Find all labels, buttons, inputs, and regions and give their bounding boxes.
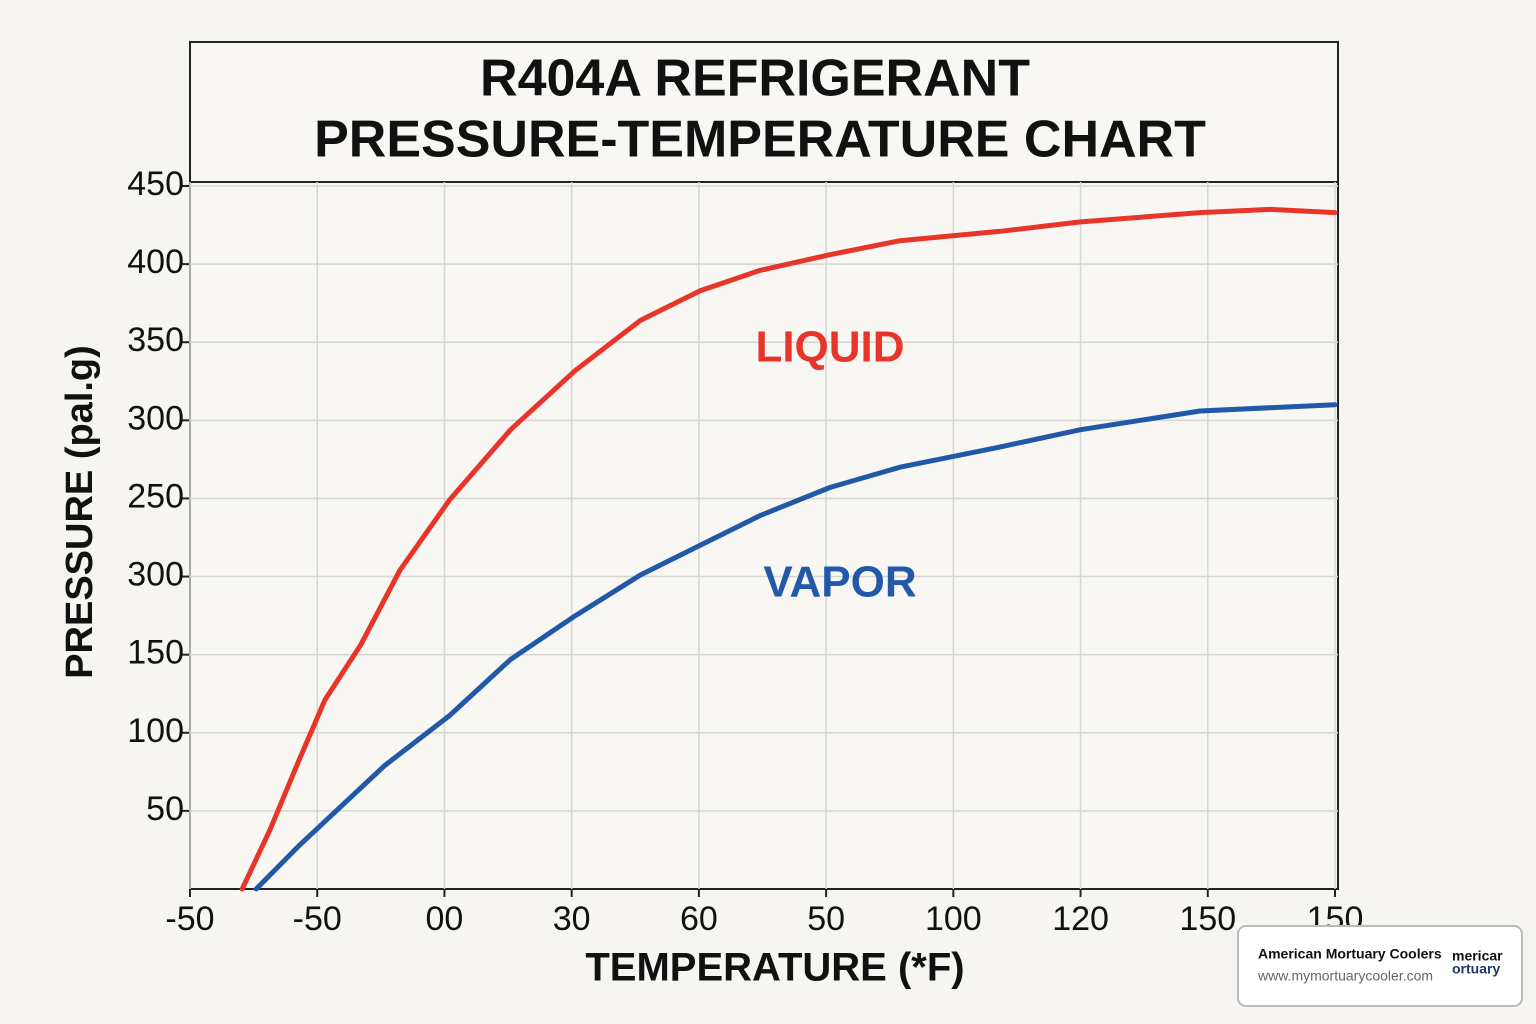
series-label: VAPOR bbox=[763, 558, 916, 607]
y-tick-label: 100 bbox=[127, 712, 184, 750]
watermark-logo: ortuary bbox=[1452, 961, 1500, 977]
chart-title: PRESSURE-TEMPERATURE CHART bbox=[314, 111, 1206, 169]
x-tick-label: 50 bbox=[807, 900, 845, 938]
y-tick-label: 250 bbox=[127, 477, 184, 515]
watermark-url: www.mymortuarycooler.com bbox=[1257, 968, 1433, 984]
y-tick-label: 300 bbox=[127, 556, 184, 594]
x-tick-label: 60 bbox=[680, 900, 718, 938]
x-tick-label: 120 bbox=[1052, 900, 1109, 938]
y-tick-label: 450 bbox=[127, 165, 184, 203]
series-line bbox=[253, 402, 1338, 892]
x-tick-label: 00 bbox=[426, 900, 464, 938]
watermark-logo: mericar bbox=[1452, 948, 1503, 964]
y-tick-label: 50 bbox=[146, 790, 184, 828]
y-tick-label: 350 bbox=[127, 321, 184, 359]
x-tick-label: 150 bbox=[1179, 900, 1236, 938]
y-tick-label: 400 bbox=[127, 243, 184, 281]
series-line bbox=[239, 206, 1338, 892]
watermark-box bbox=[1237, 925, 1523, 1007]
y-tick-label: 150 bbox=[127, 634, 184, 672]
x-axis-label: TEMPERATURE (*F) bbox=[585, 946, 964, 990]
x-tick-label: 30 bbox=[553, 900, 591, 938]
y-axis-label: PRESSURE (pal.g) bbox=[59, 345, 101, 679]
x-tick-label: -50 bbox=[293, 900, 342, 938]
chart-title: R404A REFRIGERANT bbox=[480, 50, 1030, 108]
y-tick-label: 300 bbox=[127, 399, 184, 437]
watermark-name: American Mortuary Coolers bbox=[1258, 946, 1442, 962]
series-label: LIQUID bbox=[755, 323, 904, 372]
watermark: American Mortuary Coolers www.mymortuary… bbox=[1237, 925, 1523, 1007]
frame bbox=[189, 41, 1339, 890]
x-tick-label: -50 bbox=[165, 900, 214, 938]
x-tick-label: 100 bbox=[925, 900, 982, 938]
